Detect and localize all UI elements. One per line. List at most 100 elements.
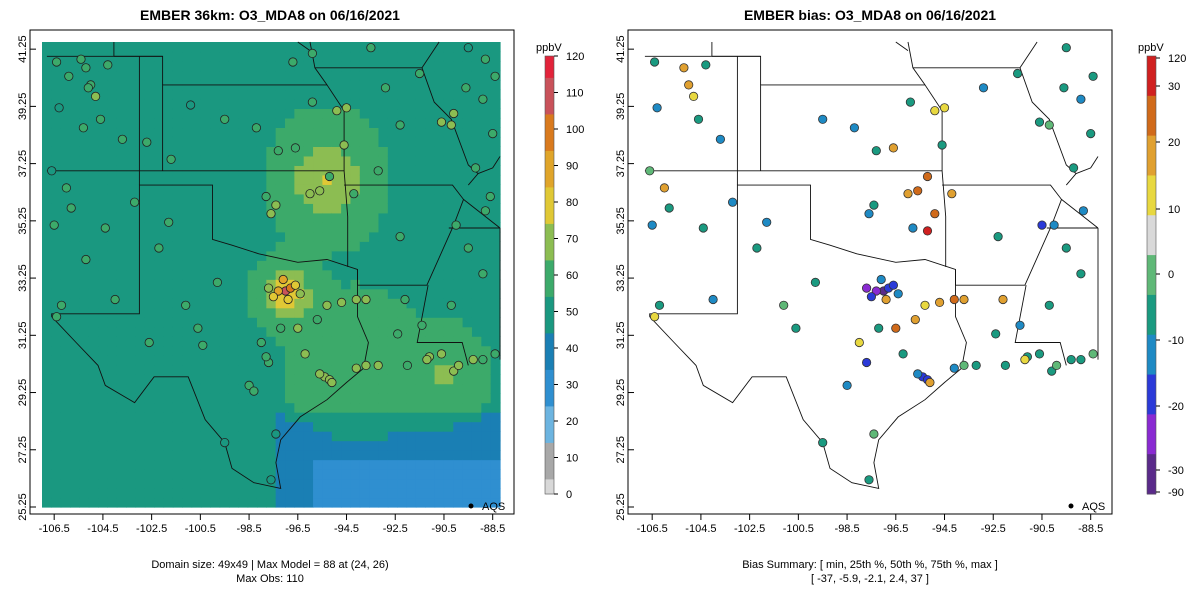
model-grid-cell (238, 51, 249, 62)
model-grid-cell (200, 260, 211, 271)
aqs-station-marker (422, 354, 432, 365)
model-grid-cell (369, 383, 380, 394)
model-grid-cell (471, 279, 482, 290)
model-grid-cell (210, 317, 221, 328)
model-grid-cell (79, 317, 90, 328)
model-grid-cell (387, 288, 398, 299)
model-grid-cell (219, 146, 230, 157)
model-grid-cell (453, 70, 464, 81)
model-grid-cell (462, 222, 473, 233)
model-grid-cell (331, 146, 342, 157)
model-grid-cell (359, 193, 370, 204)
bias-station-marker (1044, 120, 1054, 130)
aqs-station-marker (414, 68, 425, 79)
model-grid-cell (415, 193, 426, 204)
model-grid-cell (490, 374, 501, 385)
model-grid-cell (191, 478, 202, 489)
model-grid-cell (369, 431, 380, 442)
aqs-station-marker (295, 289, 305, 299)
model-grid-cell (247, 98, 258, 110)
model-grid-cell (285, 146, 295, 157)
model-grid-cell (182, 127, 193, 138)
model-grid-cell (369, 60, 380, 72)
model-grid-cell (154, 193, 165, 204)
model-grid-cell (481, 136, 492, 147)
model-grid-cell (453, 412, 464, 423)
model-grid-cell (285, 127, 295, 138)
model-grid-cell (135, 364, 146, 375)
model-grid-cell (406, 497, 417, 508)
colorbar-segment (545, 318, 554, 327)
model-grid-cell (182, 336, 193, 347)
model-grid-cell (98, 317, 109, 328)
model-grid-cell (266, 51, 277, 62)
model-grid-cell (70, 317, 80, 328)
model-grid-cell (238, 174, 249, 185)
model-grid-cell (98, 450, 109, 461)
model-grid-cell (415, 374, 426, 385)
model-grid-cell (247, 193, 258, 204)
model-grid-cell (154, 155, 165, 166)
model-grid-cell (481, 155, 492, 166)
model-grid-cell (303, 317, 314, 328)
model-grid-cell (322, 269, 333, 280)
y-tick-label: 31.25 (17, 322, 29, 350)
model-grid-cell (453, 127, 464, 138)
model-grid-cell (163, 136, 174, 147)
model-grid-cell (42, 336, 52, 347)
model-grid-cell (275, 89, 286, 100)
model-grid-cell (219, 203, 230, 214)
left-aqs-stations (47, 43, 500, 485)
model-grid-cell (285, 364, 295, 375)
model-grid-cell (238, 146, 249, 157)
model-grid-cell (434, 222, 445, 233)
aqs-station-marker (47, 166, 57, 176)
model-grid-cell (481, 250, 492, 261)
model-grid-cell (285, 155, 295, 166)
aqs-station-marker (332, 106, 342, 116)
model-grid-cell (313, 440, 324, 451)
model-grid-cell (369, 421, 380, 432)
model-grid-cell (107, 98, 118, 110)
model-grid-cell (126, 146, 137, 157)
model-grid-cell (313, 497, 324, 508)
aqs-station-marker (276, 323, 286, 333)
model-grid-cell (172, 241, 183, 252)
model-grid-cell (313, 51, 324, 62)
model-grid-cell (490, 108, 501, 119)
model-grid-cell (266, 146, 277, 157)
model-grid-cell (285, 174, 295, 185)
bias-station-marker (727, 197, 738, 207)
model-grid-cell (378, 203, 389, 214)
model-grid-cell (154, 279, 165, 290)
model-grid-cell (126, 279, 137, 290)
model-grid-cell (60, 393, 71, 404)
model-grid-cell (285, 136, 295, 147)
model-grid-cell (247, 421, 258, 432)
model-grid-cell (341, 402, 352, 413)
model-grid-cell (116, 127, 127, 138)
model-grid-cell (219, 345, 230, 356)
model-grid-cell (471, 117, 482, 129)
bias-station-marker (937, 140, 947, 150)
colorbar-tick-label: 90 (566, 161, 578, 173)
model-grid-cell (182, 70, 193, 81)
model-grid-cell (144, 478, 155, 489)
model-grid-cell (471, 421, 482, 432)
model-grid-cell (266, 279, 277, 290)
bias-station-marker (893, 289, 903, 299)
model-grid-cell (378, 288, 389, 299)
model-grid-cell (387, 155, 398, 166)
model-grid-cell (154, 212, 165, 223)
model-grid-cell (107, 146, 118, 157)
aqs-station-marker (393, 329, 403, 339)
model-grid-cell (98, 136, 109, 147)
model-grid-cell (238, 355, 249, 366)
model-grid-cell (303, 469, 314, 480)
model-grid-cell (425, 497, 436, 508)
model-grid-cell (481, 421, 492, 432)
model-grid-cell (191, 364, 202, 375)
model-grid-cell (154, 203, 165, 214)
model-grid-cell (256, 393, 267, 404)
model-grid-cell (172, 488, 183, 499)
